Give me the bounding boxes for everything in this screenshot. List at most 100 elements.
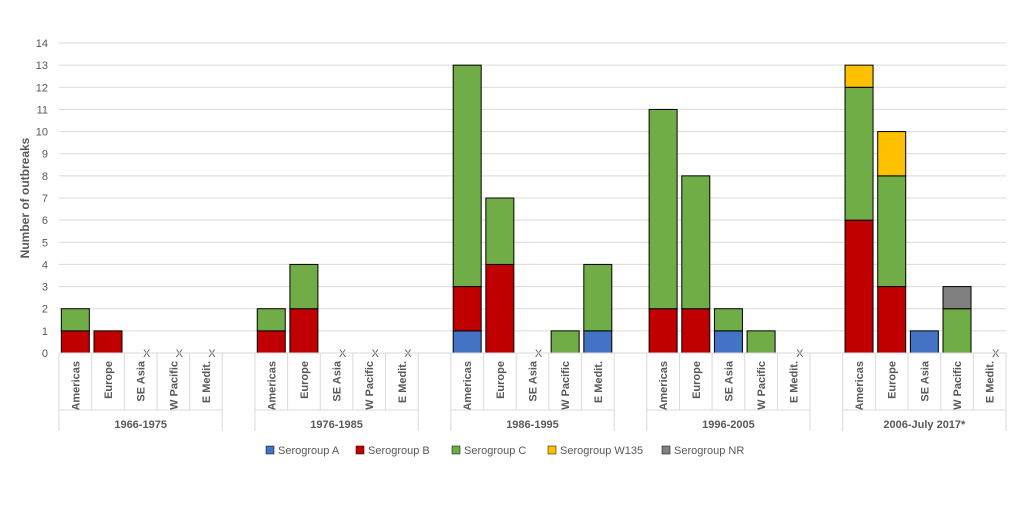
y-tick-label: 3 — [42, 282, 48, 294]
no-data-marker: X — [208, 348, 216, 360]
bar-segment — [877, 175, 907, 288]
y-tick-label: 6 — [42, 215, 48, 227]
x-tick-label: W Pacific — [168, 361, 180, 410]
y-tick-label: 9 — [42, 149, 48, 161]
bar-segment — [681, 175, 711, 310]
x-tick-label: Europe — [299, 361, 311, 399]
x-tick-label: Europe — [887, 361, 899, 399]
bar-segment — [256, 308, 286, 332]
x-tick-label: SE Asia — [723, 360, 735, 401]
x-tick-label: Americas — [266, 361, 278, 411]
x-tick-label: Americas — [462, 361, 474, 411]
bar-segment — [452, 286, 482, 332]
bar-segment — [942, 286, 972, 310]
y-tick-label: 4 — [42, 259, 48, 271]
x-tick-label: E Medit. — [397, 361, 409, 403]
x-tick-label: E Medit. — [789, 361, 801, 403]
no-data-marker: X — [796, 348, 804, 360]
legend-swatch — [265, 445, 275, 455]
bar-segment — [583, 263, 613, 332]
legend-label: Serogroup W135 — [560, 445, 643, 457]
x-tick-label: SE Asia — [136, 360, 148, 401]
legend-swatch — [451, 445, 461, 455]
y-tick-label: 0 — [42, 348, 48, 360]
no-data-marker: X — [992, 348, 1000, 360]
bar-segment — [256, 330, 286, 354]
y-tick-label: 14 — [36, 38, 48, 50]
x-tick-label: Americas — [70, 361, 82, 411]
legend-label: Serogroup A — [278, 445, 340, 457]
legend-swatch — [547, 445, 557, 455]
bar-segment — [713, 308, 743, 332]
legend-swatch — [355, 445, 365, 455]
y-tick-label: 5 — [42, 237, 48, 249]
x-tick-label: SE Asia — [528, 360, 540, 401]
bar-segment — [844, 219, 874, 354]
legend: Serogroup A Serogroup B Serogroup C Serogro… — [265, 445, 744, 457]
x-axis: Americas Europe SE Asia W Pacific E Medit. 19… — [58, 352, 1007, 431]
bar-segment — [844, 86, 874, 221]
x-tick-label: Europe — [691, 361, 703, 399]
legend-label: Serogroup B — [368, 445, 430, 457]
x-tick-label: Americas — [854, 361, 866, 411]
bar-segment — [844, 64, 874, 88]
group-label: 1976-1985 — [310, 419, 363, 431]
bar-segment — [877, 131, 907, 177]
legend-item: Serogroup C — [451, 445, 526, 457]
x-tick-label: Europe — [495, 361, 507, 399]
bar-segment — [877, 286, 907, 354]
bar-segment — [583, 330, 613, 354]
x-tick-label: E Medit. — [201, 361, 213, 403]
bar-segment — [452, 330, 482, 354]
legend-label: Serogroup NR — [674, 445, 744, 457]
y-tick-label: 8 — [42, 171, 48, 183]
no-data-marker: X — [404, 348, 412, 360]
y-tick-label: 11 — [37, 104, 48, 116]
x-tick-label: W Pacific — [364, 361, 376, 410]
bar-segment — [289, 308, 319, 354]
bar-segment — [681, 308, 711, 354]
bar-segment — [942, 308, 972, 354]
group-label: 2006-July 2017* — [883, 419, 966, 431]
bar-segment — [485, 263, 515, 354]
bar-segment — [485, 197, 515, 265]
bar-segment — [93, 330, 123, 354]
group-label: 1996-2005 — [702, 419, 755, 431]
legend-label: Serogroup C — [464, 445, 526, 457]
legend-item: Serogroup A — [265, 445, 340, 457]
y-tick-label: 2 — [42, 304, 48, 316]
legend-item: Serogroup NR — [661, 445, 744, 457]
x-tick-label: E Medit. — [985, 361, 997, 403]
bar-segment — [713, 330, 743, 354]
x-tick-label: W Pacific — [952, 361, 964, 410]
bar-segment — [648, 308, 678, 354]
bar-segment — [746, 330, 776, 354]
no-data-marker: X — [372, 348, 380, 360]
group-label: 1966-1975 — [114, 419, 167, 431]
legend-swatch — [661, 445, 671, 455]
no-data-marker: X — [535, 348, 543, 360]
x-tick-label: W Pacific — [756, 361, 768, 410]
bar-segment — [60, 308, 90, 332]
x-tick-label: E Medit. — [593, 361, 605, 403]
x-tick-label: SE Asia — [332, 360, 344, 401]
x-tick-label: W Pacific — [560, 361, 572, 410]
no-data-marker: X — [143, 348, 151, 360]
no-data-marker: X — [176, 348, 184, 360]
y-tick-label: 10 — [36, 127, 48, 139]
x-tick-label: Americas — [658, 361, 670, 411]
y-tick-label: 12 — [36, 82, 48, 94]
bar-segment — [289, 263, 319, 310]
legend-item: Serogroup B — [355, 445, 430, 457]
y-tick-label: 7 — [42, 193, 48, 205]
x-tick-label: Europe — [103, 361, 115, 399]
y-tick-label: 13 — [36, 60, 48, 72]
legend-item: Serogroup W135 — [547, 445, 643, 457]
group-label: 1986-1995 — [506, 419, 559, 431]
bar-segment — [550, 330, 580, 354]
bar-segment — [452, 64, 482, 288]
no-data-marker: X — [339, 348, 347, 360]
